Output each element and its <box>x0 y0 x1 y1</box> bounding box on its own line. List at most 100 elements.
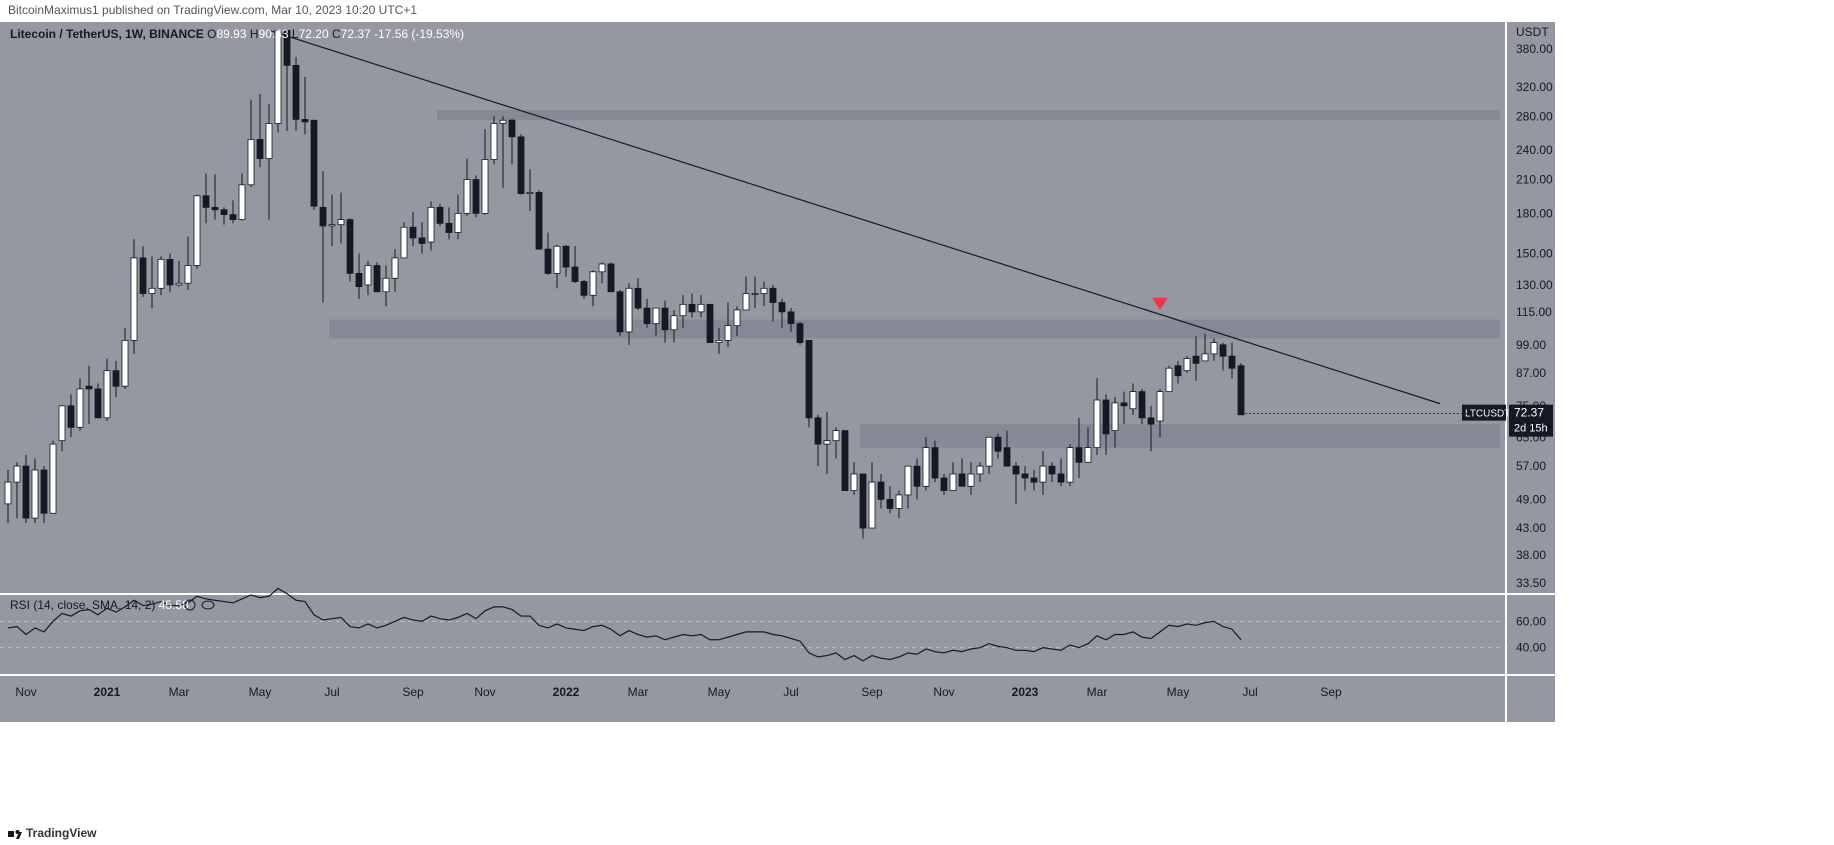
candle-body[interactable] <box>851 474 857 491</box>
candle-body[interactable] <box>554 246 560 273</box>
candle-body[interactable] <box>527 192 533 193</box>
candle-body[interactable] <box>221 210 227 215</box>
candle-body[interactable] <box>266 123 272 158</box>
candle-body[interactable] <box>1139 392 1145 418</box>
candle-body[interactable] <box>374 266 380 292</box>
candle-body[interactable] <box>104 371 110 418</box>
candle-body[interactable] <box>842 431 848 491</box>
candle-body[interactable] <box>194 196 200 266</box>
candle-body[interactable] <box>1148 418 1154 424</box>
candle-body[interactable] <box>167 259 173 285</box>
candle-body[interactable] <box>446 223 452 232</box>
candle-body[interactable] <box>716 340 722 342</box>
candle-body[interactable] <box>320 207 326 226</box>
candle-body[interactable] <box>626 288 632 332</box>
candle-body[interactable] <box>536 192 542 249</box>
candle-body[interactable] <box>473 180 479 214</box>
candle-body[interactable] <box>464 180 470 214</box>
candle-body[interactable] <box>1103 400 1109 434</box>
candle-body[interactable] <box>644 308 650 324</box>
candle-body[interactable] <box>923 448 929 487</box>
rsi-panel[interactable] <box>0 595 1506 674</box>
candle-body[interactable] <box>212 207 218 209</box>
candle-body[interactable] <box>1094 400 1100 448</box>
candle-body[interactable] <box>725 326 731 341</box>
candle-body[interactable] <box>1031 478 1037 482</box>
candle-body[interactable] <box>419 238 425 244</box>
candle-body[interactable] <box>365 266 371 285</box>
candle-body[interactable] <box>788 312 794 324</box>
candle-body[interactable] <box>824 441 830 444</box>
candle-body[interactable] <box>347 220 353 274</box>
candle-body[interactable] <box>761 288 767 293</box>
candle-body[interactable] <box>914 466 920 486</box>
main-panel[interactable] <box>0 22 1506 593</box>
candle-body[interactable] <box>653 308 659 324</box>
candle-body[interactable] <box>1112 403 1118 431</box>
candle-body[interactable] <box>1013 466 1019 474</box>
candle-body[interactable] <box>1175 366 1181 376</box>
candle-body[interactable] <box>986 437 992 466</box>
candle-body[interactable] <box>869 482 875 528</box>
candle-body[interactable] <box>1238 366 1244 415</box>
candle-body[interactable] <box>815 418 821 444</box>
candle-body[interactable] <box>500 120 506 123</box>
candle-body[interactable] <box>302 119 308 121</box>
candle-body[interactable] <box>1121 403 1127 406</box>
candle-body[interactable] <box>32 470 38 518</box>
candle-body[interactable] <box>293 65 299 119</box>
candle-body[interactable] <box>509 120 515 137</box>
candle-body[interactable] <box>14 466 20 482</box>
candle-body[interactable] <box>878 482 884 499</box>
candle-body[interactable] <box>887 499 893 508</box>
candle-body[interactable] <box>1184 359 1190 371</box>
candle-body[interactable] <box>230 215 236 220</box>
candle-body[interactable] <box>437 207 443 223</box>
candle-body[interactable] <box>563 246 569 267</box>
candle-body[interactable] <box>1058 474 1064 482</box>
candle-body[interactable] <box>968 474 974 486</box>
candle-body[interactable] <box>491 123 497 159</box>
candle-body[interactable] <box>590 272 596 296</box>
candle-body[interactable] <box>707 304 713 342</box>
candle-body[interactable] <box>131 258 137 340</box>
candle-body[interactable] <box>1085 448 1091 463</box>
candle-body[interactable] <box>1067 448 1073 482</box>
candle-body[interactable] <box>1229 356 1235 368</box>
candle-body[interactable] <box>185 266 191 284</box>
candle-body[interactable] <box>608 264 614 292</box>
candle-body[interactable] <box>518 137 524 194</box>
candle-body[interactable] <box>410 227 416 238</box>
candle-body[interactable] <box>698 304 704 312</box>
candle-body[interactable] <box>275 30 281 123</box>
candle-body[interactable] <box>95 389 101 418</box>
candle-body[interactable] <box>59 406 65 441</box>
candle-body[interactable] <box>140 258 146 294</box>
candle-body[interactable] <box>545 249 551 273</box>
candle-body[interactable] <box>149 288 155 293</box>
candle-body[interactable] <box>482 160 488 214</box>
candle-body[interactable] <box>1076 448 1082 463</box>
candle-body[interactable] <box>770 288 776 302</box>
candle-body[interactable] <box>455 213 461 232</box>
candle-body[interactable] <box>959 474 965 486</box>
candle-body[interactable] <box>1193 356 1199 363</box>
candle-body[interactable] <box>599 264 605 272</box>
candle-body[interactable] <box>1202 354 1208 361</box>
candle-body[interactable] <box>581 282 587 296</box>
candle-body[interactable] <box>617 292 623 332</box>
candle-body[interactable] <box>77 389 83 427</box>
candle-body[interactable] <box>797 324 803 343</box>
candle-body[interactable] <box>689 304 695 312</box>
candle-body[interactable] <box>86 386 92 389</box>
candle-body[interactable] <box>1157 392 1163 421</box>
candle-body[interactable] <box>50 444 56 513</box>
candle-body[interactable] <box>860 474 866 528</box>
candle-body[interactable] <box>1211 343 1217 354</box>
candle-body[interactable] <box>356 273 362 286</box>
candle-body[interactable] <box>122 340 128 386</box>
candle-body[interactable] <box>392 258 398 278</box>
candle-body[interactable] <box>311 120 317 206</box>
candle-body[interactable] <box>257 139 263 158</box>
candle-body[interactable] <box>176 283 182 285</box>
